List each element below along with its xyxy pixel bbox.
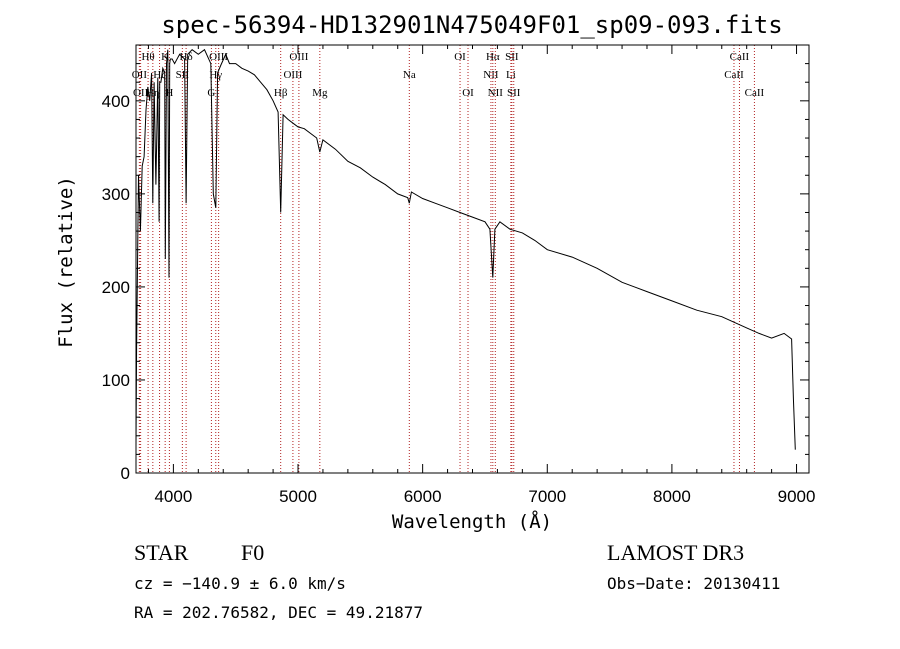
y-tick-label-2: 200: [102, 278, 130, 297]
y-tick-label-3: 300: [102, 185, 130, 204]
observation-date: Obs−Date: 20130411: [607, 574, 780, 593]
x-tick-label-2: 6000: [404, 487, 442, 506]
line-label-23: SII: [505, 51, 519, 63]
line-label-27: CaII: [745, 87, 765, 99]
y-tick-label-4: 400: [102, 92, 130, 111]
line-label-5: K: [161, 51, 169, 63]
line-label-20: Hα: [486, 51, 500, 63]
spectrum-series: [135, 48, 796, 450]
plot-frame: [135, 44, 810, 474]
line-label-17: OI: [454, 51, 466, 63]
x-axis-label: Wavelength (Å): [392, 510, 552, 533]
line-label-24: SII: [507, 87, 521, 99]
line-label-13: OIII: [283, 69, 302, 81]
line-label-11: OIII: [209, 51, 228, 63]
line-label-26: CaII: [730, 51, 750, 63]
y-axis-label: Flux (relative): [55, 176, 77, 348]
line-label-25: CaII: [724, 69, 744, 81]
y-tick-label-1: 100: [102, 371, 130, 390]
x-tick-label-4: 8000: [653, 487, 691, 506]
spectral-subclass: F0: [241, 540, 264, 565]
chart-title: spec-56394-HD132901N475049F01_sp09-093.f…: [161, 11, 782, 39]
survey-name: LAMOST DR3: [607, 540, 744, 565]
line-label-0: Hθ: [141, 51, 154, 63]
ra-dec-coordinates: RA = 202.76582, DEC = 49.21877: [134, 603, 423, 622]
line-label-21: NII: [488, 87, 504, 99]
spectrum-line: [135, 48, 796, 450]
y-tick-label-0: 0: [121, 464, 130, 483]
line-label-22: Li: [506, 69, 516, 81]
line-label-1: OII: [132, 69, 148, 81]
y-axis: 0 100 200 300 400: [102, 63, 809, 483]
x-tick-label-0: 4000: [154, 487, 192, 506]
line-label-16: Na: [403, 69, 416, 81]
line-label-18: OI: [462, 87, 474, 99]
x-axis: 4000 5000 6000 7000 8000 9000: [147, 45, 816, 506]
line-label-8: Hδ: [180, 51, 193, 63]
x-tick-label-5: 9000: [778, 487, 816, 506]
line-label-19: NII: [483, 69, 499, 81]
line-label-15: Mg: [312, 87, 328, 99]
x-tick-label-1: 5000: [279, 487, 317, 506]
line-label-14: OIII: [289, 51, 308, 63]
line-label-4: Hζ: [153, 69, 166, 81]
line-label-2: OII: [133, 87, 149, 99]
x-tick-label-3: 7000: [528, 487, 566, 506]
redshift-cz: cz = −140.9 ± 6.0 km/s: [134, 574, 346, 593]
object-type: STAR: [134, 540, 189, 565]
spectral-line-markers: HθOIIOIIHηHζKHSIIHδHγGOIIIHβOIIIOIIIMgNa…: [132, 45, 765, 473]
line-label-12: Hβ: [274, 87, 288, 99]
